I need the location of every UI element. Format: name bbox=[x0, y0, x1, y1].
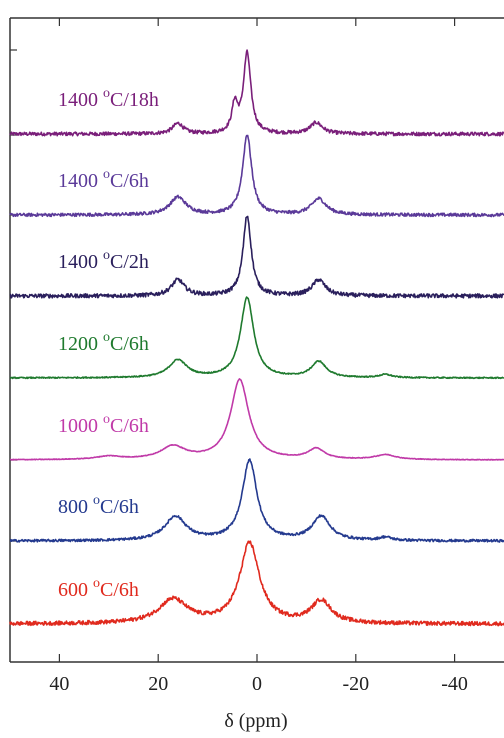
series-label: 1000 oC/6h bbox=[58, 412, 149, 437]
x-axis-title: δ (ppm) bbox=[224, 710, 287, 732]
series-label-duration: C/6h bbox=[100, 579, 139, 601]
series-label-duration: C/6h bbox=[110, 415, 149, 437]
series-label-duration: C/6h bbox=[110, 333, 149, 355]
series-label-duration: C/2h bbox=[110, 251, 149, 273]
spectrum-line bbox=[9, 540, 504, 627]
series-label-temp: 1400 bbox=[58, 251, 103, 273]
series-label-temp: 1400 bbox=[58, 170, 103, 192]
series-label: 1400 oC/6h bbox=[58, 167, 149, 192]
series-label-duration: C/18h bbox=[110, 89, 159, 111]
series-label-degree: o bbox=[103, 167, 110, 182]
series-label-duration: C/6h bbox=[110, 170, 149, 192]
spectrum-line bbox=[9, 134, 504, 218]
series-label: 800 oC/6h bbox=[58, 493, 139, 518]
series-label-degree: o bbox=[103, 248, 110, 263]
x-tick-label: -40 bbox=[441, 673, 468, 695]
series-label: 1400 oC/2h bbox=[58, 248, 149, 273]
x-tick-label: -20 bbox=[342, 673, 369, 695]
spectrum-line bbox=[9, 296, 504, 380]
x-axis-ticks: 40 20 0 -20 -40 bbox=[49, 18, 468, 695]
series-label-temp: 800 bbox=[58, 496, 93, 518]
series-label-temp: 1400 bbox=[58, 89, 103, 111]
series-label-temp: 600 bbox=[58, 579, 93, 601]
series-label-degree: o bbox=[103, 330, 110, 345]
x-tick-label: 20 bbox=[148, 673, 168, 695]
spectrum-line bbox=[9, 215, 504, 299]
series-label-degree: o bbox=[93, 576, 100, 591]
spectrum-line bbox=[9, 458, 504, 543]
spectrum-line bbox=[9, 378, 504, 461]
series-label: 600 oC/6h bbox=[58, 576, 139, 601]
series-label-temp: 1200 bbox=[58, 333, 103, 355]
series-label-degree: o bbox=[93, 493, 100, 508]
series-label-degree: o bbox=[103, 86, 110, 101]
series-label-degree: o bbox=[103, 412, 110, 427]
spectrum-line bbox=[9, 49, 504, 137]
spectra-series bbox=[9, 49, 504, 627]
series-label-duration: C/6h bbox=[100, 496, 139, 518]
series-label-temp: 1000 bbox=[58, 415, 103, 437]
x-tick-label: 40 bbox=[49, 673, 69, 695]
x-tick-label: 0 bbox=[252, 673, 262, 695]
series-label: 1400 oC/18h bbox=[58, 86, 159, 111]
series-label: 1200 oC/6h bbox=[58, 330, 149, 355]
